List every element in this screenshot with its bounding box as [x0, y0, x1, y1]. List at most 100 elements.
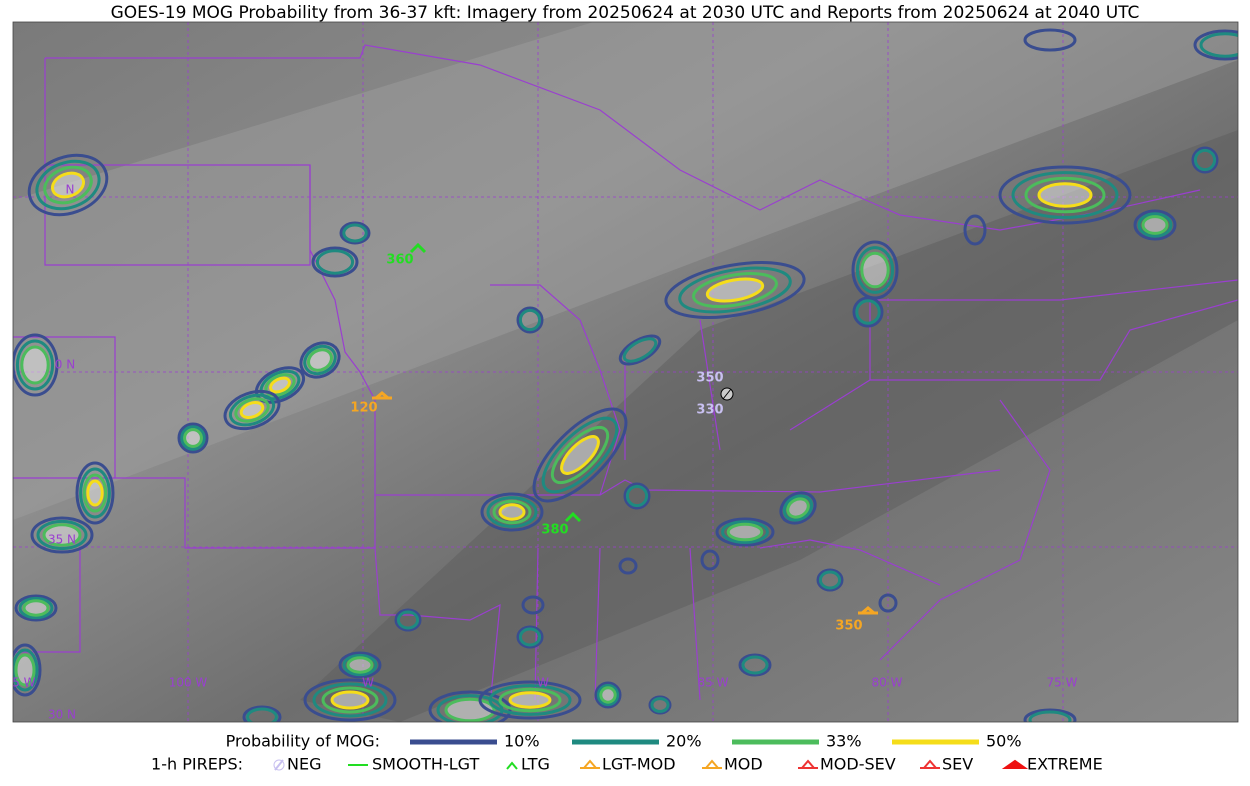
mog-contour [818, 570, 842, 590]
graticule [13, 22, 1238, 722]
mog-contour [342, 653, 378, 677]
mog-contour [82, 473, 108, 513]
legend-symbol [580, 759, 600, 769]
mog-contour [1191, 146, 1219, 174]
mog-contour [782, 494, 814, 522]
mog-contour [779, 491, 817, 525]
mog-contour [428, 690, 512, 722]
mog-contour [878, 593, 898, 613]
lat-label: 35 N [48, 533, 76, 547]
mog-contour [303, 678, 397, 722]
pirep-symbol [372, 391, 392, 400]
mog-contour [36, 519, 88, 551]
mog-contour [338, 651, 382, 679]
mog-contour [1193, 29, 1238, 61]
legend-label: MOD-SEV [820, 755, 896, 774]
pirep-label: 330 [696, 403, 723, 418]
mog-contour [1193, 148, 1217, 172]
lon-label: 80 W [872, 676, 903, 690]
mog-contour [180, 425, 206, 451]
lon-label: 05 W [5, 676, 36, 690]
mog-contour [13, 333, 59, 397]
mog-contour [816, 568, 844, 592]
mog-contour [618, 334, 662, 366]
mog-contour [27, 153, 109, 217]
mog-contour [855, 246, 895, 294]
mog-contour [650, 697, 670, 713]
legend: Probability of MOG: 10% 20% 33% 50% 1-h PIREP… [151, 732, 1103, 774]
mog-contour [516, 306, 544, 334]
mog-contour [18, 596, 54, 620]
contours [13, 28, 1238, 722]
pirep-label: 360 [386, 253, 413, 268]
legend-label: SEV [942, 755, 973, 774]
mog-contour [738, 653, 772, 677]
mog-contour [486, 496, 538, 528]
mog-contour [541, 416, 619, 494]
mog-contour [560, 435, 600, 475]
mog-contour [516, 625, 544, 649]
mog-contour [1137, 212, 1173, 238]
map: 05 W 100 W W W 85 W 80 W 75 W N 0 N 35 N 30 N 360 1… [5, 22, 1238, 722]
mog-contour [269, 376, 291, 394]
mog-contour [678, 266, 792, 314]
mog-contour [43, 165, 93, 205]
mog-contour [321, 686, 379, 714]
mog-contour [223, 389, 281, 431]
lon-label: 75 W [1047, 676, 1078, 690]
mog-contour [50, 171, 86, 199]
mog-contour [183, 428, 203, 448]
legend-title: 1-h PIREPS: [151, 755, 243, 774]
mog-contour [498, 503, 526, 521]
legend-label: MOD [724, 755, 763, 774]
mog-contour [1133, 209, 1177, 241]
mog-contour [726, 522, 764, 542]
pirep-label: 120 [350, 401, 377, 416]
lon-label: 85 W [698, 676, 729, 690]
mog-contour [1024, 176, 1106, 214]
mog-contour [550, 425, 610, 485]
legend-label: 50% [986, 732, 1022, 751]
pirep-symbol [722, 388, 732, 400]
mog-contour [342, 223, 368, 243]
legend-symbol [273, 759, 285, 771]
mog-contour [1011, 171, 1119, 219]
legend-label: 20% [666, 732, 702, 751]
mog-contour [700, 549, 720, 571]
legend-label: LTG [521, 755, 550, 774]
mog-contour [599, 686, 617, 704]
mog-contour [715, 517, 775, 547]
lon-label: W [362, 676, 374, 690]
mog-contour [299, 341, 341, 379]
pireps: 360 120 380 350 330 350 [350, 242, 878, 634]
mog-contour [234, 397, 270, 423]
mog-contour [13, 643, 42, 697]
mog-contour [315, 249, 355, 275]
mog-contour [312, 682, 388, 718]
pirep-label: 350 [835, 619, 862, 634]
mog-contour [594, 681, 622, 709]
mog-contour [1199, 32, 1238, 58]
mog-contour [20, 345, 50, 385]
mog-contour [311, 246, 359, 278]
mog-contour [521, 595, 545, 615]
lat-label: 30 N [48, 708, 76, 722]
mog-contour [623, 482, 651, 510]
mog-contour [239, 401, 265, 419]
mog-contour [396, 610, 420, 630]
mog-contour [596, 683, 620, 707]
mog-contour [246, 707, 278, 722]
mog-contour [648, 695, 672, 715]
lat-label: 0 N [55, 358, 75, 372]
map-frame [12, 21, 1239, 723]
mog-contour [228, 393, 276, 427]
mog-contour [532, 407, 628, 503]
legend-label: 33% [826, 732, 862, 751]
mog-contour [346, 656, 374, 674]
mog-contour [42, 523, 82, 547]
mog-contour [618, 557, 638, 575]
mog-contour [86, 479, 104, 507]
mog-contour [786, 497, 810, 519]
title: GOES-19 MOG Probability from 36-37 kft: … [111, 3, 1140, 23]
mog-contour [518, 627, 542, 647]
